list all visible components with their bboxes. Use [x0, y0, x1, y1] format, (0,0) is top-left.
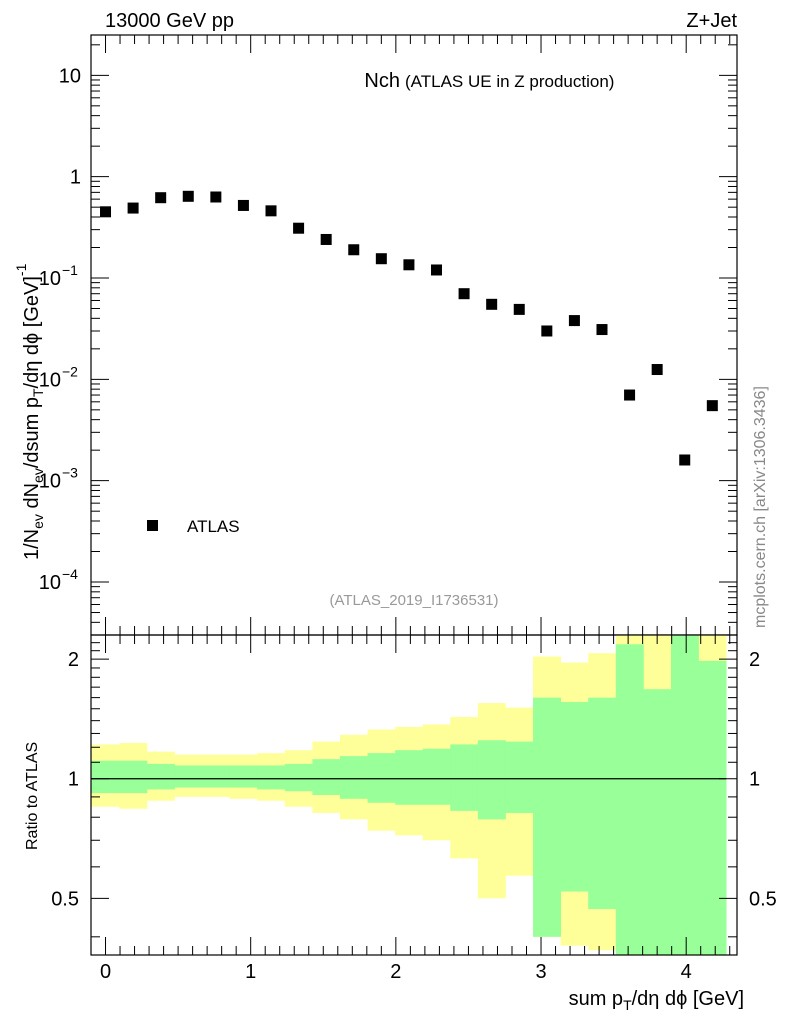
- x-tick-label: 1: [245, 961, 256, 983]
- main-y-tick-label: 1: [70, 167, 81, 189]
- legend-marker: [147, 520, 158, 531]
- data-point: [265, 205, 277, 217]
- ratio-band-bin: [229, 765, 258, 788]
- data-point: [375, 253, 387, 265]
- header-process-label: Z+Jet: [686, 10, 737, 32]
- data-point: [155, 192, 167, 204]
- ratio-y-tick-label-right: 1: [749, 769, 760, 791]
- main-y-tick-label: 10: [39, 268, 61, 290]
- ratio-band-bin: [339, 756, 368, 799]
- side-label: mcplots.cern.ch [arXiv:1306.3436]: [752, 386, 769, 628]
- ratio-band-bin: [670, 635, 699, 955]
- svg-text:mcplots.cern.ch [arXiv:1306.34: mcplots.cern.ch [arXiv:1306.3436]: [752, 386, 769, 628]
- main-frame: [90, 34, 738, 636]
- ratio-band-bin: [174, 765, 203, 788]
- main-y-tick-exponent: −2: [62, 363, 78, 379]
- ratio-band-bin: [698, 660, 727, 955]
- data-point: [182, 190, 194, 202]
- ratio-band-bin: [257, 765, 286, 790]
- ratio-band-bin: [91, 760, 120, 794]
- data-point: [210, 191, 222, 203]
- x-tick-label: 2: [390, 961, 401, 983]
- data-point: [348, 244, 360, 256]
- ratio-y-ticks: 2 2 1 1 0.5 0.5: [51, 642, 777, 938]
- main-y-tick-label: 10: [59, 65, 81, 87]
- plot-title: Nch: [364, 70, 400, 92]
- data-point: [596, 324, 608, 336]
- ratio-frame: [90, 634, 738, 956]
- ratio-band-bin: [119, 760, 148, 794]
- data-point: [127, 202, 139, 214]
- data-point: [293, 222, 305, 234]
- x-tick-label: 4: [681, 961, 692, 983]
- data-point: [624, 389, 636, 401]
- ratio-panel: 2 2 1 1 0.5 0.5 0 1 2 3 4: [51, 634, 777, 983]
- x-tick-label: 3: [535, 961, 546, 983]
- svg-text:Ratio to ATLAS: Ratio to ATLAS: [24, 742, 41, 850]
- main-x-ticks: [90, 35, 731, 635]
- ratio-band-bin: [533, 697, 562, 937]
- ratio-band-bin: [284, 763, 313, 792]
- main-y-tick-label: 10: [39, 471, 61, 493]
- data-point: [541, 325, 553, 337]
- ratio-band-bin: [477, 740, 506, 820]
- data-point: [486, 298, 498, 310]
- ratio-y-tick-label: 0.5: [51, 888, 79, 910]
- header-energy-label: 13000 GeV pp: [105, 10, 234, 32]
- data-point: [458, 288, 470, 300]
- main-y-tick-exponent: −3: [62, 465, 78, 481]
- data-point: [100, 206, 112, 218]
- legend-label: ATLAS: [187, 517, 240, 536]
- ratio-band-bin: [395, 750, 424, 805]
- ratio-band-bin: [505, 741, 534, 813]
- ratio-y-tick-label-right: 0.5: [749, 888, 777, 910]
- ratio-band-bin: [450, 744, 479, 811]
- main-y-tick-label: 10: [39, 369, 61, 391]
- ratio-y-tick-label: 2: [68, 649, 79, 671]
- ratio-band-bin: [615, 644, 644, 955]
- data-point: [651, 364, 663, 376]
- ratio-bands: [91, 635, 727, 955]
- data-point: [403, 259, 415, 271]
- ratio-band-bin: [367, 753, 396, 803]
- main-y-axis-label: 1/Nev dNev/dsum pT/dη dϕ [GeV]-1: [13, 263, 46, 560]
- data-point: [568, 315, 580, 327]
- ratio-band-bin: [312, 759, 341, 795]
- ratio-x-ticks: 0 1 2 3 4: [90, 635, 731, 983]
- plot-subtitle: (ATLAS UE in Z production): [405, 72, 614, 91]
- data-point: [706, 400, 718, 412]
- ratio-band-bin: [146, 763, 175, 790]
- x-axis-label: sum pT/dη dϕ [GeV]: [569, 988, 744, 1013]
- ratio-band-bin: [588, 697, 617, 909]
- main-y-tick-exponent: −1: [62, 262, 78, 278]
- main-y-tick-label: 10: [39, 572, 61, 594]
- ratio-band-bin: [643, 689, 672, 955]
- ratio-band-bin: [202, 765, 231, 788]
- main-y-tick-exponent: −4: [62, 566, 78, 582]
- svg-text:1/Nev dNev/dsum pT/dη dϕ [GeV: 1/Nev dNev/dsum pT/dη dϕ [GeV]-1: [13, 263, 46, 560]
- ratio-y-tick-label: 1: [68, 769, 79, 791]
- data-point: [237, 199, 249, 211]
- data-point: [679, 454, 691, 466]
- main-data-points: [100, 190, 718, 466]
- data-point: [513, 303, 525, 315]
- x-tick-label: 0: [100, 961, 111, 983]
- data-point: [320, 233, 332, 245]
- ratio-y-tick-label-right: 2: [749, 649, 760, 671]
- data-point: [431, 264, 443, 276]
- analysis-tag: (ATLAS_2019_I1736531): [329, 592, 498, 609]
- ratio-y-axis-label: Ratio to ATLAS: [24, 742, 41, 850]
- ratio-band-bin: [560, 701, 589, 892]
- ratio-band-bin: [422, 748, 451, 805]
